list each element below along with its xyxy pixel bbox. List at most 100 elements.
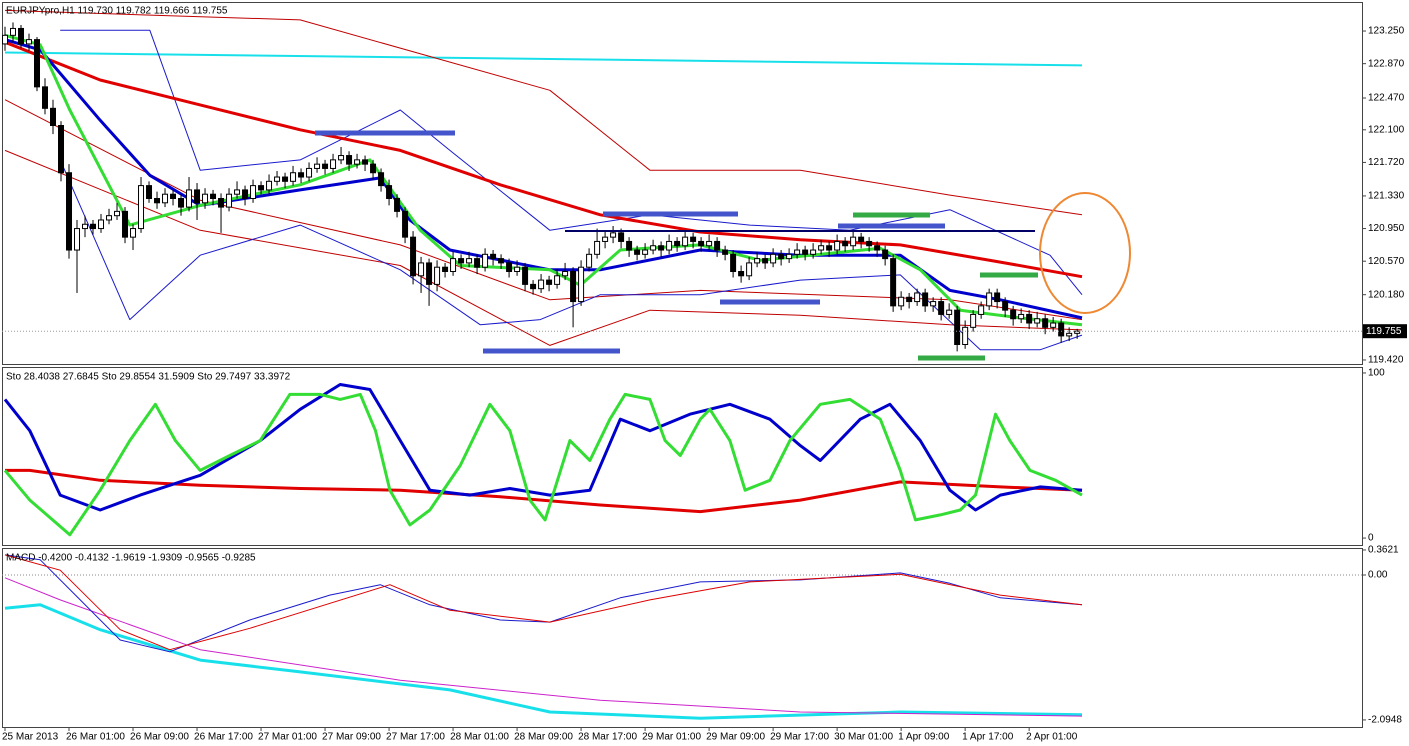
candle-body (506, 262, 513, 273)
x-tick-label: 26 Mar 17:00 (194, 732, 253, 743)
y-tick-label: 0 (1368, 533, 1374, 544)
macd-panel-frame (2, 548, 1363, 728)
candle-body (938, 301, 945, 315)
candle-body (298, 172, 305, 178)
candle-body (610, 232, 617, 238)
x-tick-label: 1 Apr 17:00 (962, 732, 1014, 743)
y-tick-label: 100 (1368, 368, 1385, 379)
candle-body (42, 86, 49, 109)
x-tick-label: 28 Mar 09:00 (514, 732, 573, 743)
candle-body (826, 245, 833, 251)
candle-body (250, 185, 257, 200)
candle-body (442, 266, 449, 273)
candle-body (138, 185, 145, 230)
candle-body (194, 189, 201, 204)
x-tick-label: 30 Mar 01:00 (834, 732, 893, 743)
candle-body (1050, 322, 1057, 328)
candle-body (58, 125, 65, 174)
price-panel-frame (2, 2, 1363, 365)
candle-body (834, 240, 841, 251)
y-tick-label: 122.870 (1368, 58, 1405, 69)
y-tick-label: 122.100 (1368, 124, 1405, 135)
candle-body (354, 159, 361, 165)
candle-body (762, 258, 769, 264)
candle-body (858, 236, 865, 242)
candle-body (218, 198, 225, 208)
candle-body (538, 279, 545, 290)
y-tick-label: 0.3621 (1368, 545, 1399, 556)
candle-body (954, 309, 961, 346)
candle-body (170, 193, 177, 200)
candle-body (466, 258, 473, 264)
candle-body (794, 249, 801, 255)
candle-body (546, 279, 553, 285)
candle-body (930, 301, 937, 307)
x-tick-label: 27 Mar 09:00 (322, 732, 381, 743)
candle-body (570, 271, 577, 303)
candle-body (90, 223, 97, 230)
candle-body (626, 240, 633, 251)
candle-body (722, 249, 729, 255)
indicator-line (3, 383, 1083, 512)
indicator-line (4, 51, 1083, 67)
candle-body (602, 236, 609, 242)
y-tick-label: 122.470 (1368, 93, 1405, 104)
candle-body (282, 176, 289, 182)
candle-body (1066, 332, 1073, 337)
candle-body (786, 253, 793, 260)
candle-body (266, 180, 273, 191)
macd-header: MACD -0.4200 -0.4132 -1.9619 -1.9309 -0.… (6, 553, 256, 564)
candle-body (642, 249, 649, 255)
candle-body (258, 185, 265, 191)
indicator-line (4, 33, 1083, 327)
candle-body (698, 240, 705, 247)
candle-body (810, 249, 817, 255)
candle-body (26, 39, 33, 45)
candle-body (1002, 301, 1009, 311)
candle-body (1010, 309, 1017, 320)
candle-body (882, 249, 889, 260)
y-tick-label: 121.330 (1368, 191, 1405, 202)
y-tick-label: 119.420 (1368, 355, 1404, 366)
candle-body (978, 305, 985, 315)
candle-body (402, 210, 409, 238)
indicator-line (4, 577, 1083, 717)
candle-body (730, 253, 737, 273)
stochastic-header: Sto 28.4038 27.6845 Sto 29.8554 31.5909 … (6, 372, 291, 383)
indicator-line (60, 29, 1083, 296)
candle-body (666, 240, 673, 251)
candle-body (474, 258, 481, 268)
candle-body (202, 193, 209, 204)
candle-body (706, 240, 713, 247)
candle-body (618, 232, 625, 242)
candle-body (66, 172, 73, 251)
candle-body (2, 34, 9, 45)
candle-body (778, 253, 785, 260)
x-tick-label: 25 Mar 2013 (2, 732, 59, 743)
candle-body (234, 189, 241, 195)
indicator-line (4, 9, 1083, 216)
candle-body (498, 258, 505, 264)
candle-body (330, 159, 337, 169)
y-tick-label: -2.0948 (1368, 715, 1402, 726)
y-tick-label: 0.00 (1368, 570, 1388, 581)
candle-body (482, 253, 489, 268)
candle-body (386, 185, 393, 200)
last-price-label: 119.755 (1366, 326, 1402, 337)
x-tick-label: 29 Mar 09:00 (706, 732, 765, 743)
x-tick-label: 28 Mar 01:00 (450, 732, 509, 743)
y-tick-label: 120.570 (1368, 256, 1405, 267)
x-tick-label: 2 Apr 01:00 (1026, 732, 1078, 743)
x-tick-label: 27 Mar 01:00 (258, 732, 317, 743)
candle-body (554, 275, 561, 285)
candle-body (322, 163, 329, 169)
x-tick-label: 27 Mar 17:00 (386, 732, 445, 743)
candle-body (962, 326, 969, 346)
candle-body (154, 198, 161, 204)
candle-body (226, 193, 233, 208)
x-tick-label: 26 Mar 09:00 (130, 732, 189, 743)
y-tick-label: 120.180 (1368, 289, 1405, 300)
candle-body (674, 240, 681, 247)
candle-body (866, 240, 873, 247)
candle-body (426, 262, 433, 285)
